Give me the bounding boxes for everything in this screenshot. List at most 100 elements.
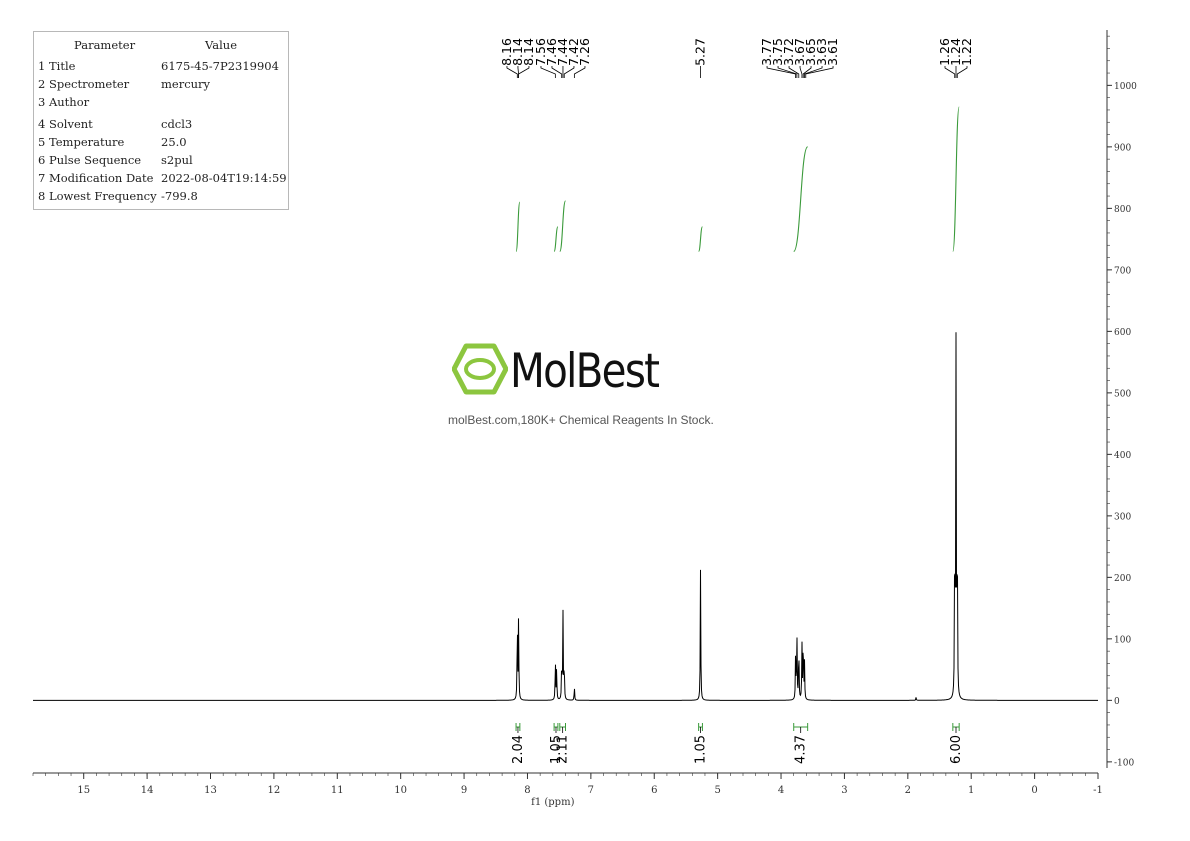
param-row-value: 2022-08-04T19:14:59 (161, 171, 287, 185)
peak-label-leader (563, 66, 575, 78)
peak-label: 1.26 (937, 38, 952, 66)
brand-name: MolBest (510, 344, 660, 399)
peak-label: 7.44 (555, 38, 570, 66)
x-tick-label: 13 (204, 785, 217, 796)
integral-curve (793, 146, 809, 252)
value-header: Value (205, 38, 237, 52)
peak-label-leader (799, 66, 803, 78)
peak-label: 8.14 (510, 38, 525, 66)
peak-label-leader (540, 66, 556, 78)
y-tick-label: 500 (1114, 389, 1131, 399)
peak-label: 3.75 (770, 38, 785, 66)
peak-label-leader (944, 66, 956, 78)
param-row-label: 1 Title (38, 59, 76, 73)
peak-label-leader (766, 66, 797, 78)
x-tick-label: 10 (394, 785, 407, 796)
spectrum-line (33, 332, 1098, 701)
peak-label: 7.46 (544, 38, 559, 66)
peak-label: 3.65 (803, 38, 818, 66)
peak-label: 8.14 (521, 38, 536, 66)
x-tick-label: 8 (524, 785, 530, 796)
integral-value-label: 1.05 (694, 735, 709, 764)
peak-label: 7.42 (566, 38, 581, 66)
x-tick-label: -1 (1093, 785, 1103, 796)
integral-curve (553, 226, 559, 252)
x-tick-label: 5 (714, 785, 720, 796)
peak-label-leader (805, 66, 834, 78)
param-row-value: cdcl3 (161, 117, 193, 131)
param-row-label: 7 Modification Date (38, 171, 154, 185)
y-tick-label: 1000 (1114, 82, 1137, 92)
x-tick-label: 12 (268, 785, 281, 796)
peak-label: 3.61 (825, 38, 840, 66)
y-tick-label: 900 (1114, 143, 1131, 153)
x-tick-label: 3 (841, 785, 847, 796)
param-row-value: mercury (161, 77, 211, 91)
parameter-header: Parameter (74, 38, 136, 52)
param-row-value: s2pul (161, 153, 193, 167)
peak-label-leader (573, 66, 586, 78)
peak-label: 8.16 (499, 38, 514, 66)
peak-label: 5.27 (693, 38, 708, 66)
peak-label: 3.63 (814, 38, 829, 66)
param-row-value: 6175-45-7P2319904 (161, 59, 279, 73)
peak-label-leader (956, 66, 968, 78)
peak-label: 1.24 (948, 38, 963, 66)
peak-label-layer: 8.168.148.147.567.467.447.427.26 5.27 3.77… (499, 38, 974, 78)
param-row-value: -799.8 (161, 189, 198, 203)
param-row-label: 8 Lowest Frequency (38, 189, 157, 203)
integral-layer: 2.04 1.052.11 1.05 4.37 6.00 (511, 106, 964, 764)
y-tick-label: 0 (1114, 697, 1120, 707)
y-tick-label: -100 (1114, 758, 1134, 768)
integral-value-label: 2.11 (556, 735, 571, 764)
peak-label: 3.72 (781, 38, 796, 66)
integral-curve (515, 201, 521, 252)
param-row-label: 2 Spectrometer (38, 77, 130, 91)
integral-value-label: 6.00 (949, 735, 964, 764)
x-tick-label: 7 (588, 785, 594, 796)
peak-label-leader (804, 66, 823, 78)
x-tick-label: 9 (461, 785, 467, 796)
x-tick-label: 2 (905, 785, 911, 796)
param-row-label: 5 Temperature (38, 135, 125, 149)
x-tick-label: 11 (331, 785, 344, 796)
axes-layer: 15 14 13 12 11 10 9 8 7 6 5 4 3 2 1 0 -1f1 (ppm)10009008… (32, 30, 1137, 808)
x-tick-label: 15 (77, 785, 90, 796)
x-tick-label: 0 (1031, 785, 1037, 796)
y-tick-label: 600 (1114, 328, 1131, 338)
spectrum-layer (33, 332, 1098, 701)
peak-label-leader (551, 66, 563, 78)
param-row-value: 25.0 (161, 135, 187, 149)
peak-label-leader (777, 66, 798, 78)
molbest-watermark: MolBest molBest.com,180K+ Chemical Reage… (448, 340, 748, 440)
peak-label: 7.26 (577, 38, 592, 66)
x-tick-label: 1 (968, 785, 974, 796)
y-tick-label: 700 (1114, 266, 1131, 276)
y-tick-label: 100 (1114, 635, 1131, 645)
y-tick-label: 400 (1114, 451, 1131, 461)
x-axis-label: f1 (ppm) (531, 797, 574, 808)
integral-curve (698, 226, 703, 252)
benzene-logo-icon (452, 343, 508, 395)
y-tick-label: 300 (1114, 512, 1131, 522)
integral-value-label: 2.04 (511, 735, 526, 764)
peak-label-leader (518, 66, 530, 78)
peak-label-leader (506, 66, 518, 78)
param-row-label: 4 Solvent (38, 117, 93, 131)
param-row-label: 6 Pulse Sequence (38, 153, 142, 167)
peak-label: 3.77 (759, 38, 774, 66)
integral-curve (559, 200, 567, 252)
param-row-label: 3 Author (38, 95, 90, 109)
integral-value-label: 1.05 (549, 735, 564, 764)
peak-label-leader (802, 66, 812, 78)
integral-value-label: 4.37 (794, 735, 809, 764)
peak-label: 3.67 (792, 38, 807, 66)
peak-label-leader (788, 66, 800, 78)
y-tick-label: 800 (1114, 205, 1131, 215)
y-tick-label: 200 (1114, 574, 1131, 584)
x-tick-label: 14 (141, 785, 154, 796)
peak-label: 7.56 (533, 38, 548, 66)
peak-label: 1.22 (959, 38, 974, 66)
brand-tagline: molBest.com,180K+ Chemical Reagents In S… (448, 413, 714, 427)
